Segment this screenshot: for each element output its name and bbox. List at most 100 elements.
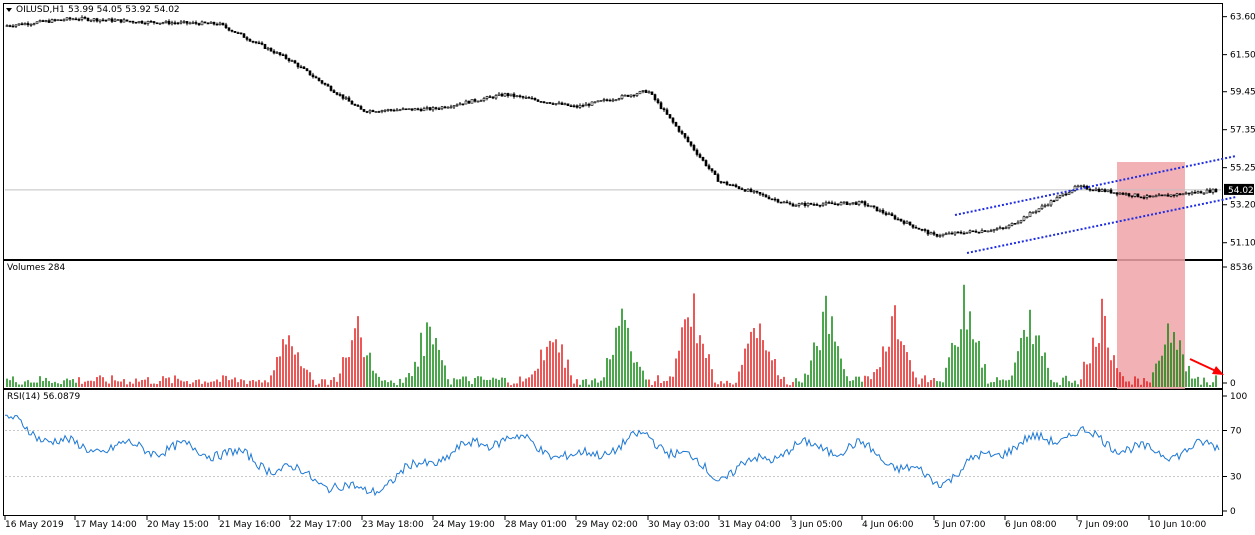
rsi-tick-label: 70 (1230, 427, 1242, 437)
candle-body (551, 103, 555, 105)
candle-body (728, 184, 732, 186)
candle-body (65, 17, 69, 21)
candle-body (842, 201, 846, 204)
candle-body (221, 22, 225, 26)
price-tick-label: 61.50 (1230, 51, 1255, 61)
candle-body (809, 202, 813, 205)
candle-body (641, 90, 645, 92)
candle-body (296, 62, 300, 68)
candle-body (1127, 193, 1131, 197)
candle-body (953, 231, 957, 235)
candle-body (83, 16, 87, 19)
candle-body (1046, 204, 1050, 207)
candle-body (815, 204, 819, 206)
candle-body (143, 22, 147, 25)
candle-body (935, 234, 939, 237)
candle-body (536, 99, 540, 102)
candle-body (1040, 205, 1044, 209)
candle-body (215, 23, 219, 26)
candle-body (548, 102, 552, 104)
candle-body (878, 209, 882, 212)
candle-body (158, 22, 162, 25)
candle-body (410, 108, 414, 111)
candle-body (1097, 188, 1101, 192)
candle-body (542, 101, 546, 103)
candle-body (674, 122, 678, 127)
candle-body (275, 52, 279, 54)
candle-body (1214, 188, 1218, 193)
candle-body (314, 76, 318, 79)
candle-body (893, 215, 897, 220)
candle-body (305, 68, 309, 72)
candle-body (653, 94, 657, 100)
candle-body (761, 193, 765, 196)
candle-body (1076, 185, 1080, 188)
candle-body (203, 21, 207, 24)
candle-body (335, 92, 339, 95)
candle-body (938, 235, 942, 237)
candle-body (206, 22, 210, 25)
candle-body (593, 101, 597, 104)
candle-body (407, 108, 411, 110)
candle-body (356, 105, 360, 107)
candle-body (788, 202, 792, 205)
current-price-tag (1224, 183, 1254, 195)
candle-body (1025, 216, 1029, 219)
time-tick-label: 30 May 03:00 (648, 520, 710, 530)
candle-body (620, 95, 624, 99)
candle-body (731, 184, 735, 187)
candle-body (1103, 189, 1107, 192)
candle-body (752, 190, 756, 193)
price-pane[interactable] (3, 3, 1223, 260)
candle-body (575, 105, 579, 108)
symbol-dropdown-icon[interactable] (6, 8, 12, 12)
candle-body (596, 100, 600, 103)
candle-body (362, 109, 366, 112)
candle-body (473, 99, 477, 102)
candle-body (1124, 193, 1128, 195)
candle-body (701, 157, 705, 161)
candle-body (173, 22, 177, 25)
rsi-tick-label: 100 (1230, 392, 1247, 402)
candle-body (851, 202, 855, 204)
candle-body (281, 54, 285, 56)
candle-body (890, 213, 894, 217)
candle-body (506, 93, 510, 97)
time-tick-label: 22 May 17:00 (290, 520, 352, 530)
candle-body (1208, 189, 1212, 193)
candle-body (533, 98, 537, 101)
candle-body (341, 94, 345, 99)
candle-body (1202, 192, 1206, 195)
rsi-pane[interactable] (3, 389, 1223, 516)
candle-body (302, 66, 306, 70)
candle-body (863, 201, 867, 206)
candle-body (209, 21, 213, 24)
candle-body (830, 202, 834, 205)
candle-body (1034, 211, 1038, 213)
candle-body (149, 21, 153, 23)
candle-body (317, 77, 321, 81)
candle-body (404, 108, 408, 111)
time-tick-label: 5 Jun 07:00 (934, 520, 986, 530)
candle-body (941, 233, 945, 236)
candle-body (992, 229, 996, 232)
candle-body (278, 52, 282, 55)
candle-body (326, 84, 330, 87)
candle-body (401, 108, 405, 111)
candle-body (920, 229, 924, 231)
candle-body (566, 103, 570, 107)
candle-body (635, 93, 639, 96)
candle-body (737, 186, 741, 189)
candle-body (152, 21, 156, 24)
time-tick-label: 16 May 2019 (5, 520, 64, 530)
candle-body (1109, 189, 1113, 194)
candle-body (782, 201, 786, 204)
candle-body (716, 174, 720, 182)
candle-body (590, 101, 594, 106)
candle-body (140, 20, 144, 24)
candle-body (284, 54, 288, 59)
candle-body (260, 42, 264, 45)
candle-body (1112, 192, 1116, 194)
volume-tick-label: 0 (1230, 379, 1236, 389)
candle-body (998, 227, 1002, 230)
